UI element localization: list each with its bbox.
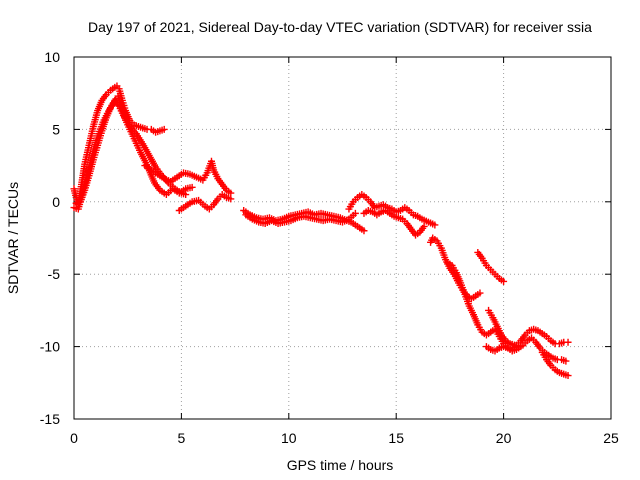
grid-lines	[74, 57, 611, 419]
data-points	[70, 82, 572, 380]
y-tick-label: 5	[52, 121, 60, 137]
data-point	[188, 183, 196, 191]
x-tick-label: 20	[496, 430, 512, 446]
y-tick-label: 0	[52, 194, 60, 210]
series-arc-9	[360, 206, 428, 239]
x-tick-label: 10	[281, 430, 297, 446]
data-point	[227, 195, 235, 203]
x-tick-label: 15	[388, 430, 404, 446]
data-point	[564, 338, 572, 346]
data-point	[476, 289, 484, 297]
series-arc-8	[345, 191, 439, 229]
x-tick-label: 0	[70, 430, 78, 446]
chart-title: Day 197 of 2021, Sidereal Day-to-day VTE…	[88, 19, 592, 35]
data-point	[500, 277, 508, 285]
x-tick-label: 5	[178, 430, 186, 446]
series-arc-4	[141, 157, 235, 197]
x-tick-labels: 0 5 10 15 20 25	[70, 430, 619, 446]
data-point	[160, 125, 168, 133]
y-tick-label: 10	[44, 49, 60, 65]
y-tick-labels: 10 5 0 -5 -10 -15	[40, 49, 60, 427]
data-point	[562, 357, 570, 365]
data-point	[431, 221, 439, 229]
data-point	[564, 372, 572, 380]
y-tick-label: -10	[40, 339, 60, 355]
series-arc-1	[70, 82, 168, 209]
x-tick-label: 25	[603, 430, 619, 446]
plot-area-frame	[73, 56, 612, 420]
y-axis-label: SDTVAR / TECUs	[5, 182, 21, 294]
series-arc-14	[482, 325, 572, 355]
x-axis-label: GPS time / hours	[287, 457, 394, 473]
series-arc-5	[175, 191, 235, 214]
series-arc-7	[242, 209, 359, 228]
series-arc-12	[474, 248, 508, 285]
y-tick-label: -5	[48, 266, 61, 282]
data-point	[360, 227, 368, 235]
data-point	[420, 222, 428, 230]
series-arc-15	[538, 348, 572, 380]
y-tick-label: -15	[40, 411, 60, 427]
series-arc-3	[72, 96, 196, 207]
data-point	[351, 209, 359, 217]
